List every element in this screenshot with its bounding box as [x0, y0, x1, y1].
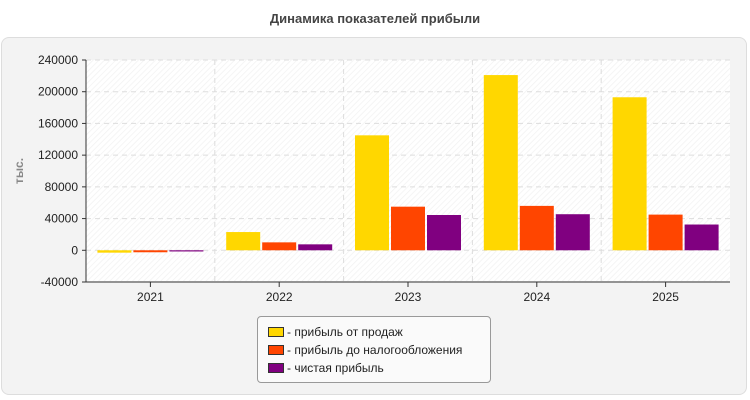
bar-series-2-2022 — [262, 242, 297, 251]
y-tick-labels: -40000 0 40000 80000 120000 160000 200000 24000… — [38, 53, 86, 289]
bar-series-1-2022 — [226, 232, 261, 251]
legend-swatch — [268, 327, 284, 337]
y-tick-label: -40000 — [41, 275, 79, 289]
x-tick-label: 2022 — [266, 290, 293, 304]
y-tick-label: 0 — [71, 243, 78, 257]
y-tick-label: 40000 — [45, 212, 79, 226]
bar-series-3-2023 — [427, 215, 461, 251]
bars — [97, 75, 719, 253]
legend-label: - чистая прибыль — [287, 361, 384, 375]
legend-item: - прибыль от продаж — [268, 323, 490, 341]
legend-label: - прибыль от продаж — [287, 325, 403, 339]
bar-series-3-2025 — [684, 224, 719, 251]
legend: - прибыль от продаж - прибыль до налогоо… — [257, 316, 491, 383]
x-tick-label: 2023 — [395, 290, 422, 304]
legend-swatch — [268, 363, 284, 373]
bar-series-3-2024 — [555, 214, 590, 251]
x-tick-label: 2021 — [137, 290, 164, 304]
grid-lines — [86, 59, 730, 282]
legend-label: - прибыль до налогообложения — [287, 343, 463, 357]
x-tick-labels: 2021 2022 2023 2024 2025 — [137, 282, 679, 304]
chart-title: Динамика показателей прибыли — [269, 11, 481, 26]
bar-series-2-2025 — [648, 214, 683, 251]
bar-series-2-2023 — [391, 206, 425, 251]
x-tick-label: 2025 — [652, 290, 679, 304]
legend-item: - чистая прибыль — [268, 359, 490, 377]
bar-series-3-2021 — [169, 250, 204, 252]
x-tick-label: 2024 — [523, 290, 550, 304]
y-tick-label: 240000 — [38, 53, 78, 67]
bar-series-2-2024 — [519, 205, 554, 251]
bar-series-1-2023 — [355, 135, 389, 251]
bar-series-3-2022 — [298, 244, 333, 251]
y-tick-label: 200000 — [38, 85, 78, 99]
bar-series-1-2025 — [612, 97, 647, 251]
y-axis-label: тыс. — [12, 158, 26, 184]
legend-swatch — [268, 345, 284, 355]
y-tick-label: 80000 — [45, 180, 79, 194]
y-tick-label: 160000 — [38, 116, 78, 130]
bar-series-1-2024 — [483, 75, 518, 251]
legend-item: - прибыль до налогообложения — [268, 341, 490, 359]
bar-series-1-2021 — [97, 250, 132, 253]
y-tick-label: 120000 — [38, 148, 78, 162]
bar-series-2-2021 — [133, 250, 168, 253]
